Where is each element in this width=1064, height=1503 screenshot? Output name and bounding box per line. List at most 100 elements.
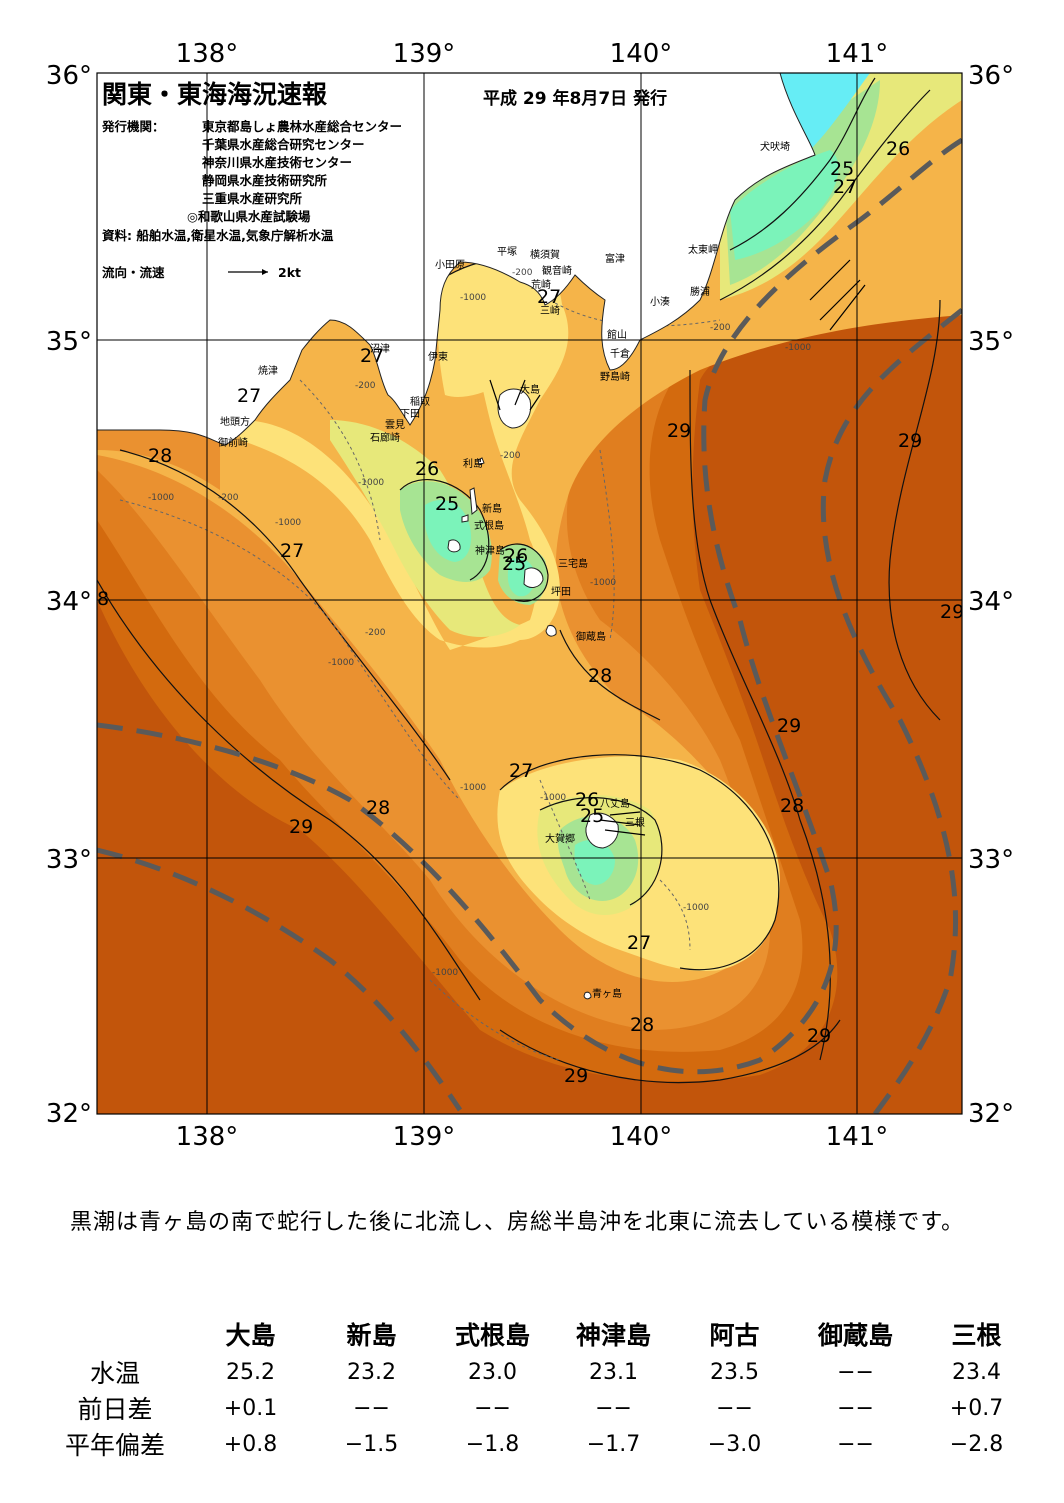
depth-label: -1000 <box>590 578 616 588</box>
lat-label: 33° <box>968 845 1014 875</box>
land-shikinejima <box>461 514 469 523</box>
lon-label: 138° <box>176 39 239 69</box>
place-name: 小湊 <box>650 295 670 308</box>
place-name: 富津 <box>605 252 625 265</box>
map-title: 関東・東海海況速報 <box>102 80 328 109</box>
lat-label: 34° <box>46 587 92 617</box>
column-header: 大島 <box>225 1321 276 1350</box>
table-cell: −1.7 <box>586 1431 641 1457</box>
contour-label: 29 <box>289 816 313 838</box>
legend-arrow-head <box>262 269 268 275</box>
table-cell: −1.5 <box>344 1431 399 1457</box>
place-name: 稲取 <box>410 396 430 408</box>
place-name: 新島 <box>482 502 502 515</box>
table-row: 前日差 +0.1 −− −− −− −− −− +0.7 <box>40 1390 1037 1426</box>
depth-lines <box>119 299 721 1061</box>
land-toshima <box>477 457 485 466</box>
data-sources: 資料: 船舶水温,衛星水温,気象庁解析水温 <box>102 228 334 243</box>
lon-label: 139° <box>393 39 456 69</box>
table-cell: 23.2 <box>347 1359 396 1385</box>
place-name: 館山 <box>607 328 627 341</box>
place-name: 下田 <box>400 409 420 420</box>
agency-name: 静岡県水産技術研究所 <box>202 173 328 188</box>
contour-label: 25 <box>580 805 604 827</box>
depth-label: -1000 <box>540 793 566 803</box>
place-name: 式根島 <box>474 519 504 532</box>
lat-label: 32° <box>968 1099 1014 1129</box>
place-name: 荒崎 <box>531 278 551 291</box>
column-header: 三根 <box>951 1321 1002 1350</box>
table-cell: −− <box>595 1395 632 1421</box>
place-name: 観音崎 <box>542 264 572 277</box>
depth-labels: -200 -1000 -200 -1000 -1000 -200 -1000 -… <box>148 268 811 978</box>
lat-label: 36° <box>46 61 92 91</box>
agency-name: 神奈川県水産技術センター <box>202 155 352 170</box>
place-name: 神津島 <box>475 544 505 557</box>
agency-name: ◎和歌山県水産試験場 <box>187 209 311 224</box>
place-name: 野島崎 <box>600 370 630 383</box>
row-label: 前日差 <box>77 1395 153 1424</box>
column-header: 神津島 <box>575 1321 651 1350</box>
lon-label: 139° <box>393 1122 456 1150</box>
depth-label: -1000 <box>328 658 354 668</box>
land-oshima <box>497 388 532 429</box>
contour-label: 26 <box>575 789 599 811</box>
land-kozushima <box>447 539 461 553</box>
contour-label: 27 <box>280 540 304 562</box>
depth-label: -200 <box>218 493 239 503</box>
contour-label: 28 <box>780 795 804 817</box>
contour-label: 28 <box>630 1014 654 1036</box>
contour-label: 29 <box>564 1065 588 1087</box>
depth-label: -1000 <box>275 518 301 528</box>
contour-label: 26 <box>886 138 910 160</box>
table-cell: −2.8 <box>949 1431 1004 1457</box>
column-header: 新島 <box>346 1321 397 1350</box>
place-name: 三宅島 <box>558 557 588 570</box>
place-name: 沼津 <box>370 342 390 355</box>
place-name: 横須賀 <box>530 248 560 261</box>
land-niijima <box>469 487 478 515</box>
legend-scale: 2kt <box>278 265 301 280</box>
place-name: 御前崎 <box>218 436 248 449</box>
table-header-row: 大島 新島 式根島 神津島 阿古 御蔵島 三根 <box>40 1314 1037 1354</box>
agency-label: 発行機関： <box>101 119 165 134</box>
row-label: 水温 <box>89 1359 140 1388</box>
lon-label: 140° <box>610 39 673 69</box>
table-corner <box>40 1314 190 1354</box>
depth-label: -1000 <box>148 493 174 503</box>
contour-label: 25 <box>830 158 854 180</box>
land-aogashima <box>583 991 592 1000</box>
contour-label: 29 <box>777 715 801 737</box>
depth-label: -1000 <box>683 903 709 913</box>
depth-label: -200 <box>355 381 376 391</box>
current-arrows <box>489 259 866 836</box>
contour-label: 29 <box>667 420 691 442</box>
contour-label: 26 <box>504 545 528 567</box>
table-cell: −− <box>474 1395 511 1421</box>
place-name: 御蔵島 <box>576 630 606 643</box>
place-name: 利島 <box>463 457 483 470</box>
place-name: 平塚 <box>497 246 517 258</box>
table-cell: −− <box>353 1395 390 1421</box>
contour-label: 28 <box>366 797 390 819</box>
contour-label: 27 <box>509 760 533 782</box>
lat-label: 33° <box>46 845 92 875</box>
depth-label: -200 <box>500 451 521 461</box>
table-cell: −− <box>837 1395 874 1421</box>
depth-label: -200 <box>512 268 533 278</box>
kuroshio-axis <box>97 137 962 1114</box>
depth-label: -1000 <box>358 478 384 488</box>
contour-label: 27 <box>237 385 261 407</box>
table-cell: −− <box>837 1431 874 1457</box>
place-name: 三根 <box>625 816 645 829</box>
map-frame <box>96 72 963 1115</box>
table-cell: −1.8 <box>465 1431 520 1457</box>
lon-label: 138° <box>176 1122 239 1150</box>
contour-label: 27 <box>627 932 651 954</box>
place-name: 雲見 <box>385 419 405 431</box>
depth-label: -200 <box>710 323 731 333</box>
column-header: 阿古 <box>709 1321 760 1350</box>
lat-label: 35° <box>46 327 92 357</box>
land <box>97 73 816 1000</box>
place-name: 伊東 <box>428 350 448 363</box>
